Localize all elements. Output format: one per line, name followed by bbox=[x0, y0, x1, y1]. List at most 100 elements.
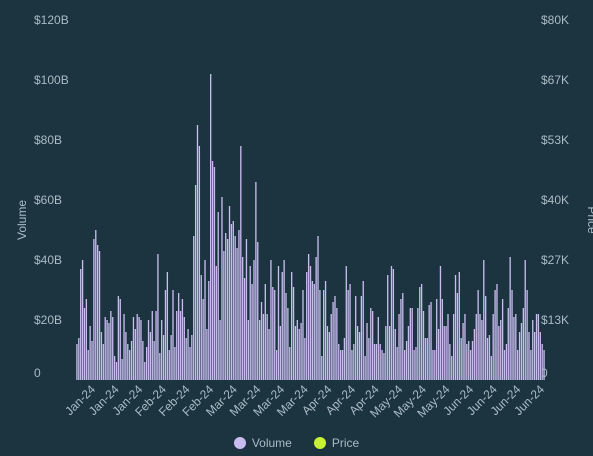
volume-bar bbox=[247, 320, 249, 380]
volume-bar bbox=[289, 347, 291, 380]
right-tick-label: $13K bbox=[541, 313, 569, 327]
volume-bar bbox=[505, 344, 508, 380]
volume-bar bbox=[404, 350, 406, 380]
volume-bar bbox=[97, 245, 99, 380]
volume-bar bbox=[185, 338, 187, 380]
volume-bar bbox=[226, 239, 229, 380]
volume-bar bbox=[341, 350, 344, 380]
volume-bars bbox=[76, 74, 545, 380]
volume-bar bbox=[458, 272, 460, 380]
volume-bar bbox=[539, 332, 541, 380]
volume-bar bbox=[462, 323, 464, 380]
volume-bar bbox=[134, 329, 136, 380]
volume-bar bbox=[362, 281, 364, 380]
volume-bar bbox=[518, 332, 521, 380]
legend-item-volume[interactable]: Volume bbox=[233, 436, 292, 450]
x-axis-ticks: Jan-24Jan-24Jan-24Feb-24Feb-24Feb-24Mar-… bbox=[62, 382, 547, 420]
volume-bar bbox=[368, 338, 370, 380]
volume-bar bbox=[85, 299, 88, 380]
volume-bar bbox=[313, 284, 315, 380]
volume-bar bbox=[375, 344, 378, 380]
volume-bar bbox=[83, 308, 86, 380]
volume-bar bbox=[466, 344, 468, 380]
volume-bar bbox=[166, 272, 169, 380]
volume-bar bbox=[161, 320, 163, 380]
volume-bar bbox=[100, 332, 103, 380]
volume-bar bbox=[80, 269, 82, 380]
volume-bar bbox=[306, 272, 308, 380]
volume-bar bbox=[296, 320, 298, 380]
volume-bar bbox=[409, 308, 411, 380]
volume-bar bbox=[473, 329, 476, 380]
legend-item-price[interactable]: Price bbox=[313, 436, 359, 450]
volume-bar bbox=[304, 338, 306, 380]
volume-bar bbox=[481, 320, 483, 380]
volume-bar bbox=[196, 125, 199, 380]
volume-bar bbox=[274, 290, 276, 380]
volume-bar bbox=[125, 332, 127, 380]
volume-bar bbox=[356, 326, 359, 380]
volume-bar bbox=[240, 146, 242, 380]
volume-bar bbox=[494, 290, 496, 380]
volume-bar bbox=[76, 344, 78, 380]
volume-bar bbox=[191, 335, 193, 380]
volume-bar bbox=[326, 326, 329, 380]
volume-bar bbox=[215, 266, 217, 380]
volume-bar bbox=[372, 311, 374, 380]
volume-bar bbox=[260, 302, 263, 380]
volume-bar bbox=[255, 182, 257, 380]
volume-bar bbox=[110, 311, 112, 380]
right-tick-label: $67K bbox=[541, 73, 569, 87]
volume-bar bbox=[392, 269, 395, 380]
volume-bar bbox=[270, 260, 272, 380]
volume-bar bbox=[217, 212, 219, 380]
volume-bar bbox=[149, 332, 152, 380]
volume-bar bbox=[104, 317, 106, 380]
volume-bar bbox=[345, 266, 347, 380]
volume-bar bbox=[415, 347, 417, 380]
volume-bar bbox=[253, 260, 255, 380]
volume-bar bbox=[311, 281, 314, 380]
volume-bar bbox=[488, 335, 491, 380]
left-tick-label: $100B bbox=[34, 73, 69, 87]
volume-bar bbox=[164, 290, 167, 380]
volume-bar bbox=[447, 314, 449, 380]
volume-bar bbox=[398, 314, 400, 380]
volume-bar bbox=[200, 275, 202, 380]
volume-bar bbox=[485, 296, 487, 380]
volume-bar bbox=[232, 221, 234, 380]
price-swatch-icon bbox=[313, 437, 326, 449]
volume-bar bbox=[501, 299, 504, 380]
volume-bar bbox=[383, 353, 385, 380]
volume-bar bbox=[432, 350, 434, 380]
volume-bar bbox=[396, 347, 398, 380]
volume-bar bbox=[456, 293, 459, 380]
volume-bar bbox=[157, 254, 159, 380]
volume-bar bbox=[183, 317, 185, 380]
volume-bar bbox=[338, 344, 340, 380]
volume-bar bbox=[119, 299, 121, 380]
volume-bar bbox=[405, 341, 408, 380]
volume-bar bbox=[117, 296, 120, 380]
volume-bar bbox=[424, 338, 427, 380]
volume-bar bbox=[541, 344, 543, 380]
volume-bar bbox=[351, 350, 353, 380]
volume-bar bbox=[366, 323, 368, 380]
volume-bar bbox=[140, 320, 142, 380]
volume-bar bbox=[413, 350, 415, 380]
volume-bar bbox=[81, 260, 84, 380]
right-axis-ticks: 0 $13K $27K $40K $53K $67K $80K bbox=[541, 13, 569, 380]
volume-bar bbox=[334, 296, 336, 380]
volume-bar bbox=[507, 308, 509, 380]
volume-bar bbox=[281, 272, 283, 380]
volume-bar bbox=[332, 302, 334, 380]
volume-bar bbox=[449, 344, 451, 380]
volume-bar bbox=[159, 353, 161, 380]
volume-bar bbox=[532, 320, 534, 380]
volume-bar bbox=[91, 341, 93, 380]
volume-bar bbox=[302, 290, 304, 380]
volume-bar bbox=[127, 344, 129, 380]
volume-bar bbox=[145, 347, 148, 380]
volume-bar bbox=[307, 254, 310, 380]
